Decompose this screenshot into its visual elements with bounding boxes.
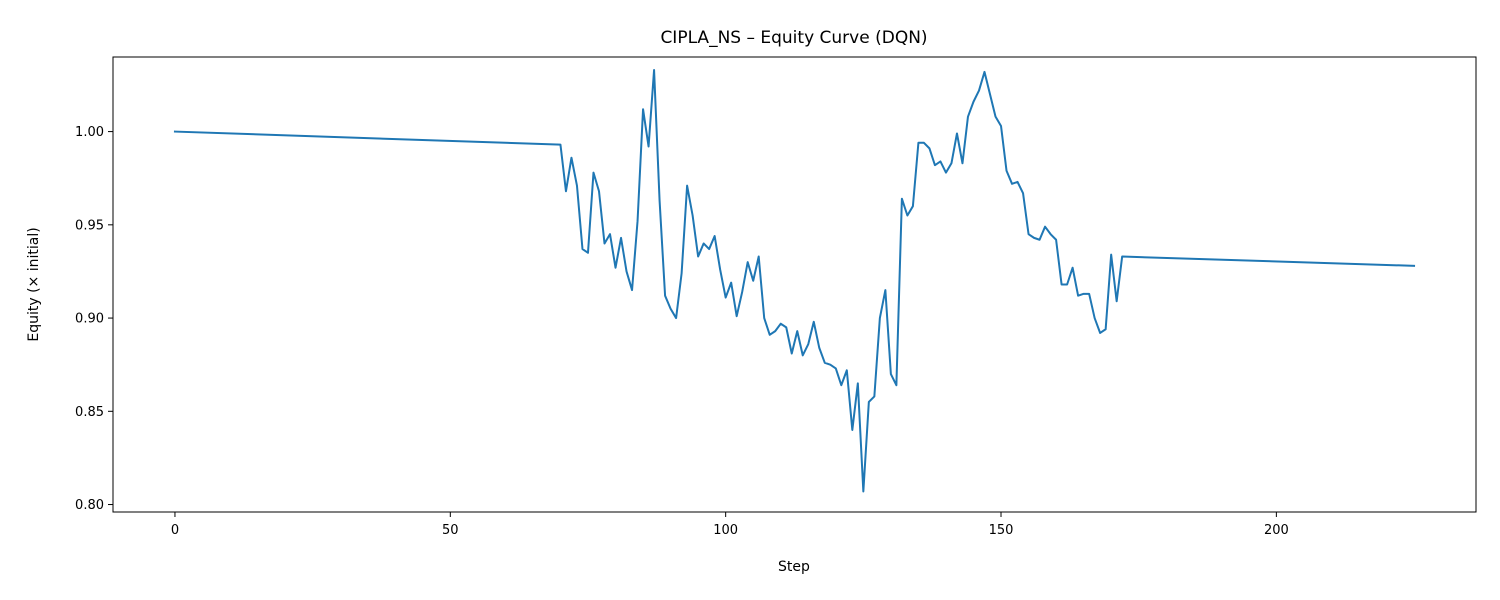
axis-ticks: 0 50 100 150 200 0.80 0.85 0.90 0.95 1.00	[75, 125, 1289, 538]
plot-frame	[112, 56, 1477, 513]
equity-series-line	[173, 69, 1416, 493]
x-tick-label: 200	[1264, 523, 1289, 538]
y-tick-label: 0.90	[75, 312, 104, 327]
x-axis-label: Step	[778, 559, 810, 575]
series-layer	[173, 69, 1416, 493]
x-tick-label: 100	[713, 523, 738, 538]
y-tick-label: 0.85	[75, 405, 104, 420]
y-tick-label: 1.00	[75, 125, 104, 140]
y-axis-label: Equity (× initial)	[26, 227, 42, 341]
x-tick-label: 150	[989, 523, 1014, 538]
y-tick-label: 0.80	[75, 498, 104, 513]
x-tick-label: 50	[442, 523, 459, 538]
y-tick-label: 0.95	[75, 218, 104, 233]
chart-title: CIPLA_NS – Equity Curve (DQN)	[660, 28, 927, 48]
x-tick-label: 0	[171, 523, 179, 538]
